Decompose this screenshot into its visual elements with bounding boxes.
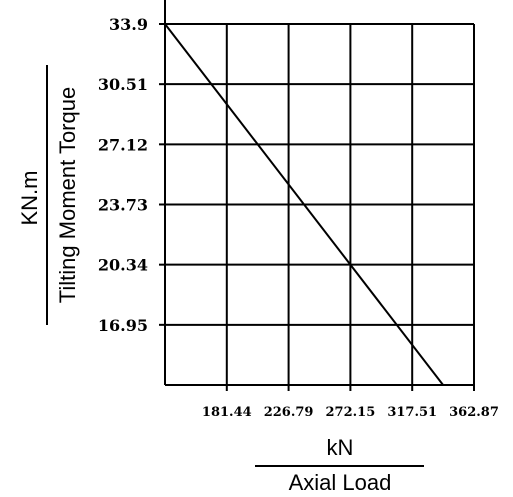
- y-axis-name: Tilting Moment Torque: [55, 87, 80, 303]
- x-axis-title: kN Axial Load: [255, 435, 424, 495]
- y-tick-label: 23.73: [98, 196, 148, 215]
- x-tick-label: 226.79: [264, 405, 314, 420]
- x-tick-label: 181.44: [202, 405, 252, 420]
- series-line: [164, 23, 444, 386]
- y-tick-label: 33.9: [109, 15, 148, 34]
- x-axis-unit: kN: [327, 435, 354, 460]
- y-tick-label: 30.51: [98, 75, 148, 94]
- x-tick-label: 362.87: [449, 405, 499, 420]
- y-axis-title: KN.m Tilting Moment Torque: [17, 65, 80, 325]
- y-tick-label: 20.34: [98, 256, 148, 275]
- grid: [165, 23, 475, 391]
- x-tick-label: 317.51: [387, 405, 437, 420]
- y-tick-labels: 33.9 30.51 27.12 23.73 20.34 16.95: [98, 15, 148, 335]
- x-axis-name: Axial Load: [289, 470, 392, 495]
- series-layer: [164, 23, 444, 386]
- axes: [159, 0, 474, 386]
- x-tick-label: 272.15: [326, 405, 376, 420]
- x-tick-labels: 181.44 226.79 272.15 317.51 362.87: [202, 405, 499, 420]
- y-tick-label: 16.95: [98, 316, 148, 335]
- y-tick-label: 27.12: [98, 135, 148, 154]
- y-axis-unit: KN.m: [17, 171, 42, 226]
